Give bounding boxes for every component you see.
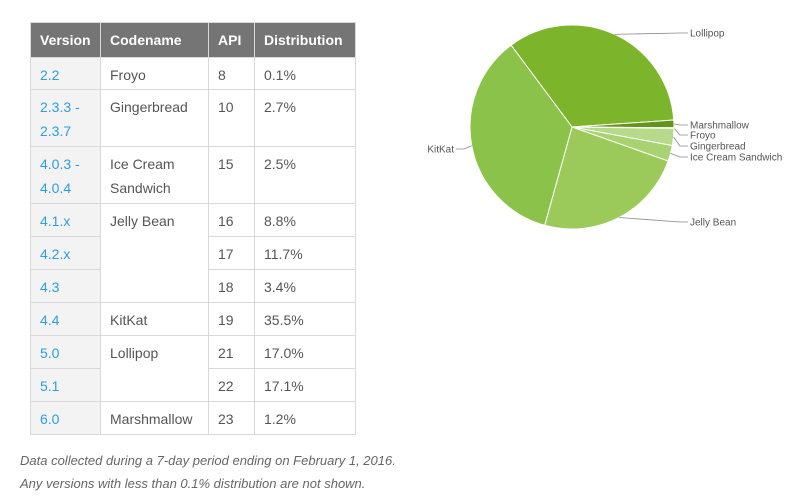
table-row: 4.3 18 3.4%	[30, 269, 356, 303]
header-distribution: Distribution	[254, 22, 356, 58]
header-codename: Codename	[100, 22, 209, 58]
codename-cell: Marshmallow	[100, 401, 209, 435]
api-cell: 8	[208, 57, 255, 90]
api-cell: 16	[208, 203, 255, 237]
table-row: 5.1 22 17.1%	[30, 368, 356, 402]
table-row: 2.3.3 - 2.3.7 Gingerbread 10 2.7%	[30, 89, 356, 147]
pie-leader-line	[456, 145, 472, 150]
pie-leader-line	[614, 32, 688, 35]
distribution-cell: 0.1%	[254, 57, 356, 90]
table-row: 2.2 Froyo 8 0.1%	[30, 57, 356, 90]
distribution-cell: 17.1%	[254, 368, 356, 402]
api-cell: 23	[208, 401, 255, 435]
distribution-cell: 2.5%	[254, 146, 356, 204]
pie-leader-line	[673, 127, 688, 136]
version-link[interactable]: 5.0	[30, 335, 101, 369]
pie-leader-line	[673, 136, 688, 147]
pie-leader-line	[619, 217, 688, 223]
pie-leader-line	[670, 153, 688, 158]
api-cell: 22	[208, 368, 255, 402]
api-cell: 17	[208, 236, 255, 270]
api-cell: 18	[208, 269, 255, 303]
pie-slice-jelly-bean	[544, 126, 669, 230]
pie-label: Gingerbread	[690, 142, 746, 153]
version-link[interactable]: 4.3	[30, 269, 101, 303]
codename-cell: Froyo	[100, 57, 209, 90]
codename-cell: Lollipop	[100, 335, 209, 402]
header-api: API	[208, 22, 255, 58]
table-row: 5.0 Lollipop 21 17.0%	[30, 335, 356, 402]
pie-label: Froyo	[690, 131, 716, 142]
distribution-cell: 8.8%	[254, 203, 356, 237]
table-row: 6.0 Marshmallow 23 1.2%	[30, 401, 356, 435]
api-cell: 15	[208, 146, 255, 204]
distribution-cell: 3.4%	[254, 269, 356, 303]
footnote-threshold: Any versions with less than 0.1% distrib…	[20, 476, 366, 491]
table-header-row: Version Codename API Distribution	[30, 22, 356, 58]
table-row: 4.1.x Jelly Bean 16 8.8%	[30, 203, 356, 303]
distribution-table: Version Codename API Distribution 2.2 Fr…	[30, 22, 356, 435]
table-row: 4.2.x 17 11.7%	[30, 236, 356, 270]
version-link[interactable]: 4.2.x	[30, 236, 101, 270]
pie-label: Lollipop	[690, 29, 725, 40]
version-link[interactable]: 4.4	[30, 302, 101, 336]
version-link[interactable]: 2.2	[30, 57, 101, 90]
pie-leader-line	[673, 123, 688, 126]
table-row: 4.0.3 - 4.0.4 Ice Cream Sandwich 15 2.5%	[30, 146, 356, 204]
pie-label: Marshmallow	[690, 121, 750, 132]
footnote-date: Data collected during a 7-day period end…	[20, 453, 396, 468]
distribution-cell: 17.0%	[254, 335, 356, 369]
version-link[interactable]: 2.3.3 - 2.3.7	[30, 89, 101, 147]
api-cell: 19	[208, 302, 255, 336]
codename-cell: Ice Cream Sandwich	[100, 146, 209, 204]
version-link[interactable]: 4.1.x	[30, 203, 101, 237]
codename-cell: KitKat	[100, 302, 209, 336]
header-version: Version	[30, 22, 101, 58]
api-cell: 21	[208, 335, 255, 369]
table-row: 4.4 KitKat 19 35.5%	[30, 302, 356, 336]
version-link[interactable]: 4.0.3 - 4.0.4	[30, 146, 101, 204]
distribution-cell: 1.2%	[254, 401, 356, 435]
codename-cell: Gingerbread	[100, 89, 209, 147]
version-link[interactable]: 5.1	[30, 368, 101, 402]
distribution-cell: 35.5%	[254, 302, 356, 336]
distribution-cell: 2.7%	[254, 89, 356, 147]
pie-label: KitKat	[427, 145, 454, 156]
api-cell: 10	[208, 89, 255, 147]
pie-label: Ice Cream Sandwich	[690, 153, 782, 164]
version-link[interactable]: 6.0	[30, 401, 101, 435]
pie-label: Jelly Bean	[690, 218, 736, 229]
distribution-cell: 11.7%	[254, 236, 356, 270]
codename-cell: Jelly Bean	[100, 203, 209, 303]
